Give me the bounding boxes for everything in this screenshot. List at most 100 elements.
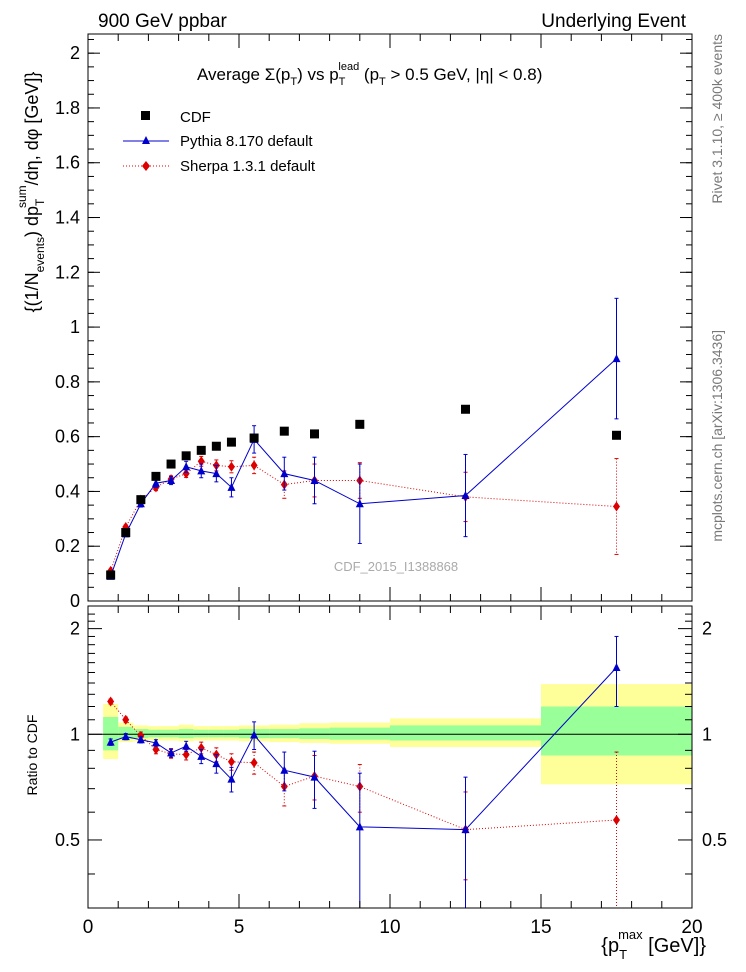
legend-label-sherpa: Sherpa 1.3.1 default [180,158,316,175]
main-title-part: T [379,76,386,88]
data-point [181,451,191,461]
main-title-part: > 0.5 GeV, |η| < 0.8) [386,65,543,84]
ratio-point [310,772,319,781]
ratio-point [152,744,160,755]
data-point [310,475,319,484]
y-label-part: /dη, dφ [GeV]} [22,72,42,186]
y-tick-label: 0.4 [55,481,80,501]
ratio-point [250,730,259,739]
data-point [461,491,470,500]
data-point [211,441,221,451]
data-point [182,462,191,471]
uncertainty-band-inner [541,706,692,756]
y-tick-label: 1.2 [55,262,80,282]
ratio-y-tick-label-right: 2 [702,619,712,639]
ratio-series-line-1 [110,701,617,831]
ratio-point [182,749,190,760]
y-label-part: {(1/N [22,272,42,312]
data-point [310,429,319,439]
y-tick-label: 1.4 [55,208,80,228]
ratio-y-tick-label: 1 [70,724,80,744]
ratio-point [612,662,621,671]
data-point [279,426,289,436]
data-point [612,354,621,363]
x-axis-label: {pTmax [GeV]} [601,927,706,962]
ratio-point [355,822,364,831]
data-point [166,459,176,469]
main-panel: 00.20.40.60.811.21.41.61.82 Average Σ(pT… [15,33,693,611]
data-point [355,419,365,429]
data-point [250,460,258,471]
legend-label-pythia: Pythia 8.170 default [180,133,313,150]
legend-label-cdf: CDF [180,109,211,126]
ratio-point [121,732,130,741]
ratio-point [107,696,115,707]
side-label-rivet: Rivet 3.1.10, ≥ 400k events [709,34,725,204]
main-title-part: (p [359,65,379,84]
uncertainty-band-inner [223,729,239,738]
y-tick-label: 0.6 [55,427,80,447]
data-point [182,468,190,479]
main-plot-frame [87,33,693,602]
main-title: Average Σ(pT) vs pTlead (pT > 0.5 GeV, |… [197,61,542,88]
x-label-part: [GeV]} [643,935,707,957]
y-tick-label: 1.6 [55,153,80,173]
ratio-point [212,759,221,768]
data-point [227,461,235,472]
x-tick-label: 15 [530,917,551,938]
data-point [151,478,160,487]
y-label-part: sum [15,185,29,208]
y-tick-label: 0.2 [55,536,80,556]
ratio-point [197,751,206,760]
main-title-part: T [339,76,346,88]
ratio-y-tick-label: 0.5 [55,830,80,850]
legend-marker-sherpa [142,161,150,171]
ratio-point [280,765,289,774]
main-title-part: T [290,76,297,88]
ratio-point [136,735,145,744]
ratio-y-tick-label: 2 [70,619,80,639]
uncertainty-band-inner [103,717,119,751]
uncertainty-band-inner [269,729,300,739]
y-label-part: ) dp [22,206,42,237]
data-point [280,469,289,478]
y-tick-label: 0.8 [55,372,80,392]
data-point [355,499,364,508]
data-point [151,471,161,481]
data-point [106,570,116,580]
uncertainty-band-inner [193,729,209,738]
y-tick-label: 0 [70,591,80,611]
main-title-part: Average Σ(p [197,65,290,84]
ratio-y-tick-label-right: 0.5 [702,830,727,850]
y-tick-label: 1 [70,317,80,337]
data-point [121,528,131,538]
ratio-point [461,825,470,834]
data-point [249,433,259,443]
main-y-axis-label: {(1/Nevents) dpTsum/dη, dφ [GeV]} [15,72,47,313]
main-title-part: ) vs p [297,65,339,84]
ratio-point [197,742,205,753]
legend: CDF Pythia 8.170 default Sherpa 1.3.1 de… [123,109,316,175]
ratio-panel: 0.5 0.51 12 20 5 10 15 20 Ratio to CDF {pTmax [… [24,605,727,962]
main-title-part: lead [338,61,359,73]
header-right: Underlying Event [541,11,686,32]
uncertainty-band-inner [163,729,179,738]
uncertainty-band-inner [390,725,541,741]
ratio-point [106,737,115,746]
y-tick-label: 1.8 [55,98,80,118]
data-point [461,404,470,414]
side-label-mcplots: mcplots.cern.ch [arXiv:1306.3436] [709,330,725,542]
y-label-part: events [33,237,47,272]
x-tick-label: 0 [83,917,94,938]
data-point [196,445,206,455]
x-label-part: T [619,947,627,962]
ratio-point [151,738,160,747]
uncertainty-band-inner [208,729,224,738]
data-point [167,475,176,484]
data-point [212,469,221,478]
ratio-point [122,714,130,725]
watermark: CDF_2015_I1388868 [334,559,458,574]
ratio-point [167,748,176,757]
x-tick-label: 10 [379,917,400,938]
